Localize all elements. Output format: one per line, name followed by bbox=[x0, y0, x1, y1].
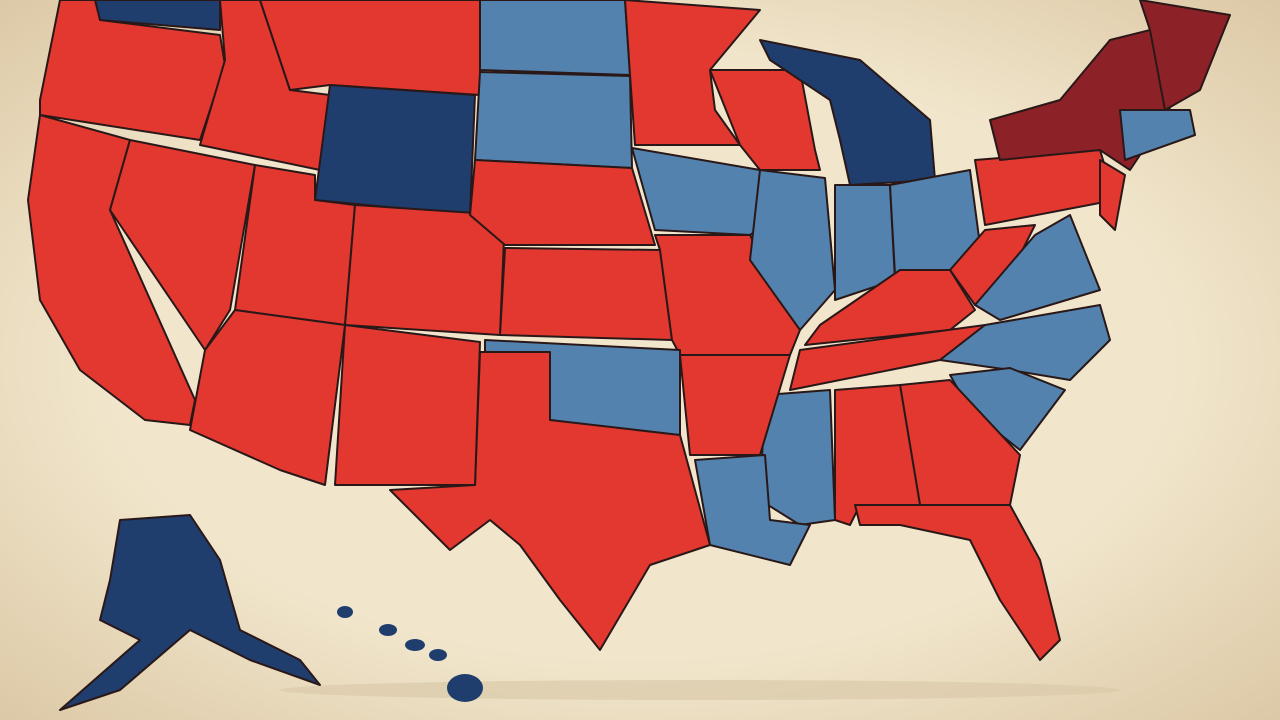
state bbox=[474, 71, 633, 169]
state bbox=[479, 0, 631, 76]
state bbox=[949, 224, 1036, 306]
state bbox=[1119, 109, 1196, 161]
state bbox=[974, 214, 1101, 321]
state bbox=[1139, 0, 1231, 111]
state bbox=[189, 309, 346, 486]
state bbox=[334, 324, 481, 486]
state bbox=[499, 247, 673, 341]
island bbox=[405, 639, 425, 651]
state bbox=[1099, 159, 1126, 231]
state bbox=[469, 159, 656, 246]
state bbox=[854, 504, 1061, 661]
island bbox=[429, 649, 447, 661]
state bbox=[59, 514, 321, 711]
state bbox=[39, 0, 226, 141]
state bbox=[259, 0, 481, 96]
island bbox=[379, 624, 397, 636]
island bbox=[447, 674, 483, 702]
state bbox=[109, 139, 256, 351]
islands bbox=[337, 606, 483, 702]
shadow bbox=[280, 680, 1120, 700]
state bbox=[804, 269, 976, 346]
states bbox=[27, 0, 1231, 711]
state bbox=[389, 351, 711, 651]
state bbox=[314, 84, 476, 216]
island bbox=[337, 606, 353, 618]
state bbox=[749, 169, 836, 331]
